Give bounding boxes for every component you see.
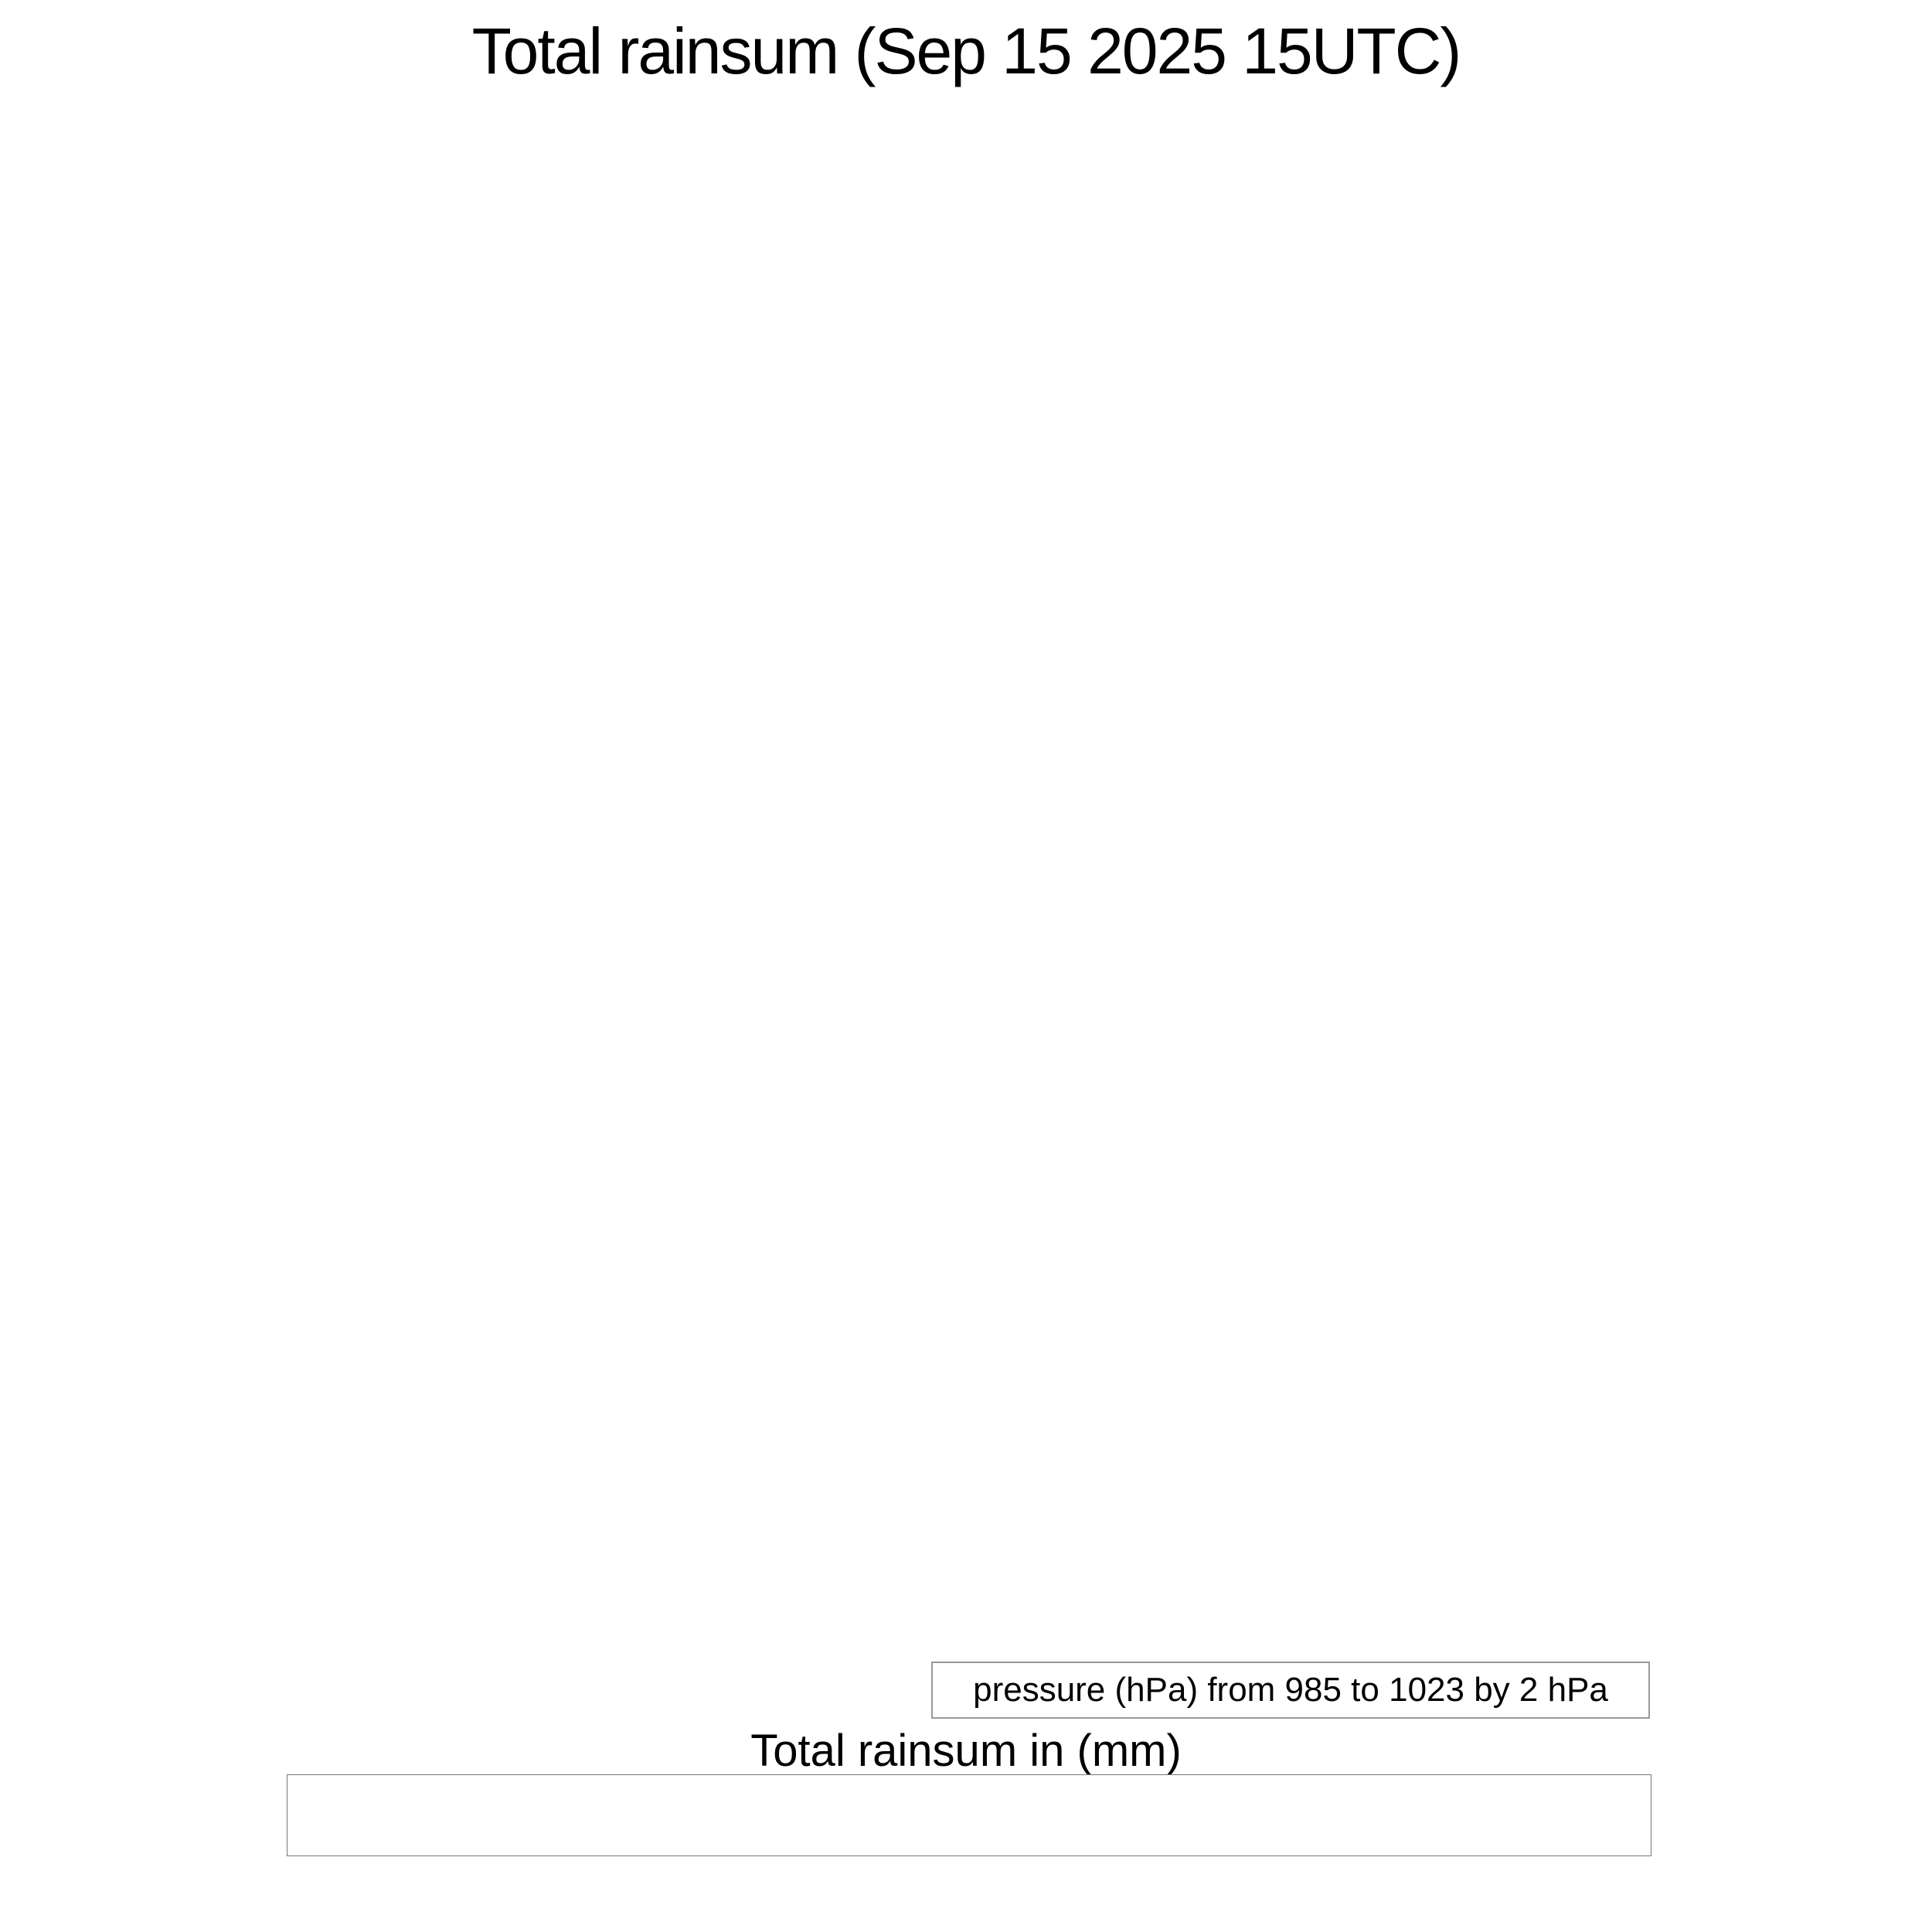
map-panel	[326, 245, 1602, 1512]
pressure-caption: pressure (hPa) from 985 to 1023 by 2 hPa	[931, 1662, 1650, 1719]
precipitation-raster	[326, 245, 1602, 1512]
page-title: Total rainsum (Sep 15 2025 15UTC)	[471, 15, 1462, 87]
contour-coastline-overlay	[326, 245, 1602, 1512]
colorbar	[287, 1774, 1651, 1856]
legend-title: Total rainsum in (mm)	[750, 1726, 1182, 1776]
